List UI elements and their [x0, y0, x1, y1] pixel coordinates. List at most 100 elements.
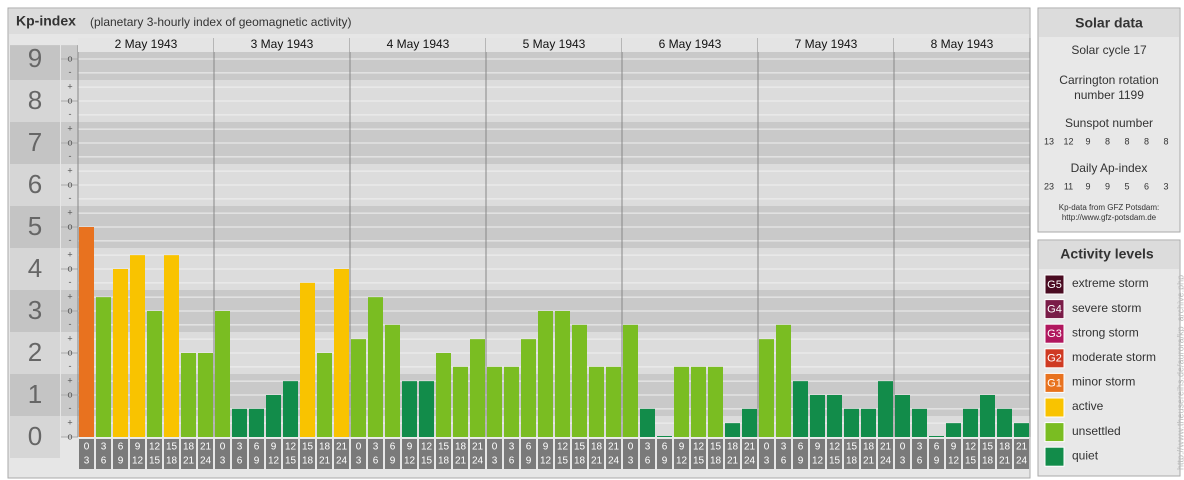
- hour-label: 18: [710, 456, 722, 467]
- sunspot-value: 8: [1105, 136, 1110, 146]
- minor-tick-label: -: [69, 403, 72, 413]
- hour-label: 0: [356, 442, 362, 453]
- hour-label-bg: [538, 439, 553, 469]
- minor-tick-label: +: [67, 334, 72, 344]
- bar: [912, 408, 927, 437]
- hour-label-bg: [878, 439, 893, 469]
- hour-label-bg: [79, 439, 94, 469]
- minor-tick-label: +: [67, 82, 72, 92]
- legend-label: severe storm: [1072, 301, 1141, 315]
- minor-tick-label: +: [67, 124, 72, 134]
- hour-label-bg: [249, 439, 264, 469]
- bar: [164, 255, 179, 437]
- hour-label: 15: [846, 442, 858, 453]
- day-header-bg: [350, 38, 486, 52]
- solar-cycle: Solar cycle 17: [1071, 43, 1147, 57]
- hour-label: 6: [373, 456, 379, 467]
- carrington: number 1199: [1074, 88, 1144, 102]
- hour-label: 0: [220, 442, 226, 453]
- hour-label-bg: [946, 439, 961, 469]
- y-tick-label: 7: [28, 127, 42, 157]
- legend-badge: G5: [1047, 279, 1062, 291]
- day-header-bg: [622, 38, 758, 52]
- hour-label: 12: [540, 456, 552, 467]
- hour-label-bg: [640, 439, 655, 469]
- hour-label: 6: [798, 442, 804, 453]
- solar-header: [1039, 9, 1179, 37]
- y-band-label-bg: [10, 332, 60, 374]
- day-label: 2 May 1943: [115, 37, 178, 51]
- hour-label-bg: [708, 439, 723, 469]
- hour-label: 6: [509, 456, 515, 467]
- hour-label: 15: [710, 442, 722, 453]
- bar: [691, 366, 706, 437]
- hour-label-bg: [487, 439, 502, 469]
- hour-label: 18: [455, 442, 467, 453]
- hour-label: 9: [118, 456, 124, 467]
- legend-swatch: [1044, 348, 1065, 369]
- bar: [198, 353, 213, 437]
- hour-label: 21: [608, 442, 620, 453]
- hour-label: 15: [302, 442, 314, 453]
- hour-label: 15: [982, 442, 994, 453]
- hour-label: 24: [608, 456, 620, 467]
- minor-tick-label: o: [67, 221, 72, 231]
- hour-label: 24: [744, 456, 756, 467]
- hour-label-bg: [844, 439, 859, 469]
- watermark: http://www.theusereihs.de/aurora/kp_arch…: [1175, 275, 1184, 470]
- hour-label-bg: [232, 439, 247, 469]
- legend-label: extreme storm: [1072, 276, 1149, 290]
- sunspot-value: 8: [1144, 136, 1149, 146]
- hour-label-bg: [929, 439, 944, 469]
- hour-label: 3: [492, 456, 498, 467]
- hour-label: 6: [645, 456, 651, 467]
- bar: [96, 297, 111, 437]
- hour-label-bg: [130, 439, 145, 469]
- bar: [521, 339, 536, 437]
- hour-label-bg: [351, 439, 366, 469]
- bar: [470, 339, 485, 437]
- bar: [147, 311, 162, 437]
- day-header-bg: [78, 38, 214, 52]
- hour-label-bg: [1014, 439, 1029, 469]
- bar: [725, 423, 740, 437]
- hour-label: 0: [492, 442, 498, 453]
- bar: [929, 436, 944, 437]
- hour-label-bg: [402, 439, 417, 469]
- minor-tick-label: -: [69, 67, 72, 77]
- bar: [589, 366, 604, 437]
- hour-label: 18: [319, 442, 331, 453]
- hour-label: 15: [166, 442, 178, 453]
- ap-title: Daily Ap-index: [1071, 161, 1148, 175]
- bar: [504, 366, 519, 437]
- bar: [1014, 423, 1029, 437]
- bar: [317, 353, 332, 437]
- legend-label: strong storm: [1072, 325, 1139, 339]
- bar: [844, 408, 859, 437]
- hour-label: 6: [934, 442, 940, 453]
- bar: [946, 423, 961, 437]
- hour-label: 12: [268, 456, 280, 467]
- hour-label: 12: [421, 442, 433, 453]
- minor-tick-label: +: [67, 250, 72, 260]
- y-band-label-bg: [10, 416, 60, 458]
- hour-label: 18: [574, 456, 586, 467]
- hour-label: 15: [574, 442, 586, 453]
- hour-label-bg: [164, 439, 179, 469]
- day-header-bg: [758, 38, 894, 52]
- legend-label: active: [1072, 399, 1104, 413]
- hour-label: 3: [509, 442, 515, 453]
- hour-label: 12: [965, 442, 977, 453]
- minor-tick-label: -: [69, 193, 72, 203]
- hour-label: 12: [812, 456, 824, 467]
- hour-label-bg: [980, 439, 995, 469]
- day-label: 6 May 1943: [659, 37, 722, 51]
- hour-label-bg: [759, 439, 774, 469]
- hour-label: 6: [662, 442, 668, 453]
- y-band-label-bg: [10, 122, 60, 164]
- hour-label-bg: [147, 439, 162, 469]
- bar: [776, 324, 791, 437]
- hour-label-bg: [521, 439, 536, 469]
- hour-label: 9: [135, 442, 141, 453]
- hour-label: 3: [237, 442, 243, 453]
